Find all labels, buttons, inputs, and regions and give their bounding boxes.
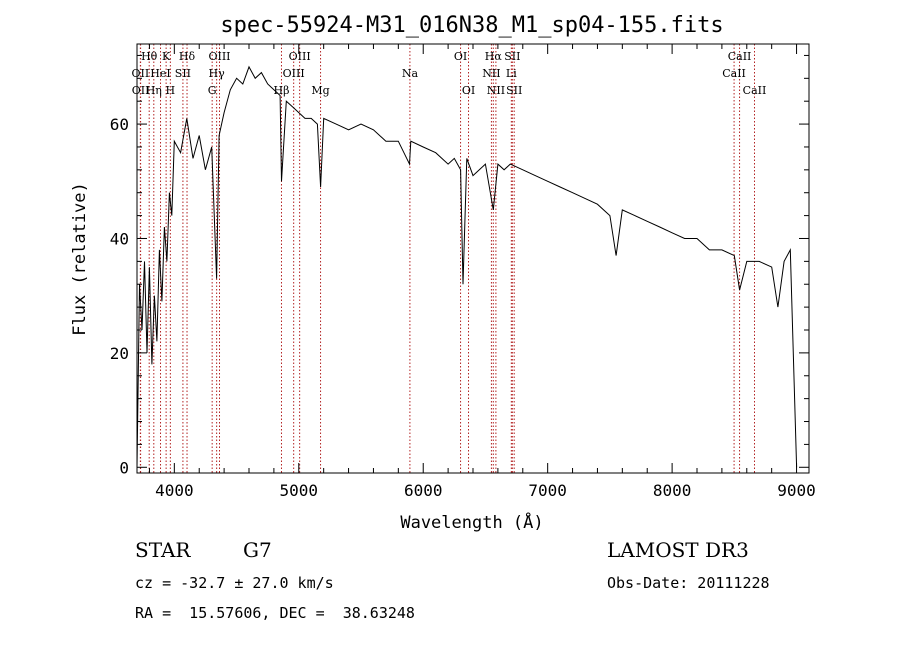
x-tick-label: 5000: [280, 481, 319, 500]
x-tick-label: 8000: [653, 481, 692, 500]
spectral-line-label: NII: [482, 67, 500, 80]
spectral-line-label: Hβ: [274, 84, 290, 97]
spectral-line-label: Li: [506, 67, 517, 80]
y-tick-label: 0: [119, 458, 129, 477]
spectral-line-label: Hδ: [179, 50, 196, 63]
y-tick-label: 60: [110, 115, 129, 134]
spectral-line-label: SII: [506, 84, 522, 97]
spectral-line-label: OIII: [208, 50, 230, 63]
y-tick-label: 20: [110, 344, 129, 363]
y-axis: 0 20 40 60: [110, 54, 809, 477]
spectral-line-label: CaII: [743, 84, 767, 97]
spectral-line-label: OII: [132, 67, 150, 80]
spectral-line-markers: [139, 44, 755, 473]
spectral-line-label: OI: [462, 84, 475, 97]
survey-name: LAMOST DR3: [607, 538, 749, 562]
spectral-line-label: OI: [454, 50, 467, 63]
plot-frame: [136, 43, 810, 474]
spectral-line-label: G: [208, 84, 217, 97]
redshift-text: cz = -32.7 ± 27.0 km/s: [135, 574, 334, 592]
spectrum-series: [136, 65, 798, 468]
x-tick-label: 4000: [155, 481, 194, 500]
spectral-line-label: NII: [487, 84, 505, 97]
x-tick-label: 7000: [528, 481, 567, 500]
x-tick-label: 9000: [777, 481, 816, 500]
spectral-line-label: Hη: [146, 84, 162, 97]
chart-title: spec-55924-M31_016N38_M1_sp04-155.fits: [220, 13, 723, 38]
spectral-line-label: SII: [175, 67, 191, 80]
spectral-line-label: HeI: [150, 67, 170, 80]
object-subclass: G7: [243, 538, 272, 562]
spectral-line-label: Hα: [485, 50, 503, 63]
spectral-line-label: CaII: [728, 50, 752, 63]
spectral-line-label: SII: [504, 50, 520, 63]
object-class: STAR: [135, 538, 191, 562]
spectral-line-label: Hγ: [209, 67, 226, 80]
spectral-line-label: Na: [402, 67, 419, 80]
x-axis: 4000 5000 6000 7000 8000 9000: [148, 44, 816, 500]
x-tick-label: 6000: [404, 481, 443, 500]
spectral-line-label: OII: [132, 84, 150, 97]
spectral-line-label: CaII: [722, 67, 746, 80]
y-axis-label: Flux (relative): [70, 182, 90, 336]
coordinates: RA = 15.57606, DEC = 38.63248: [135, 604, 415, 622]
spectral-line-label: K: [162, 50, 171, 63]
spectral-line-label: H: [166, 84, 176, 97]
x-axis-label: Wavelength (Å): [400, 511, 543, 533]
obs-date: Obs-Date: 20111228: [607, 574, 770, 592]
spectral-line-label: OIII: [289, 50, 311, 63]
spectral-line-label: OIII: [283, 67, 305, 80]
spectral-line-label: Mg: [311, 84, 329, 97]
y-tick-label: 40: [110, 229, 129, 248]
spectral-line-label: Hθ: [141, 50, 158, 63]
